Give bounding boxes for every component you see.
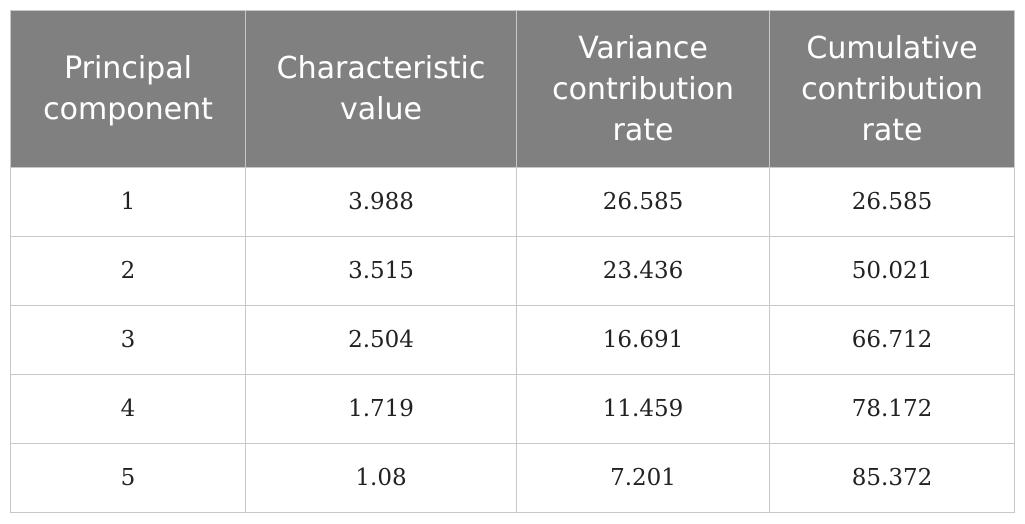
cell-cumulative-contribution-rate: 66.712 xyxy=(769,305,1015,375)
principal-component-table: Principal component Characteristic value… xyxy=(10,10,1015,513)
cell-variance-contribution-rate: 11.459 xyxy=(516,374,770,444)
cell-principal-component: 1 xyxy=(10,167,246,237)
cell-variance-contribution-rate: 26.585 xyxy=(516,167,770,237)
table-container: Principal component Characteristic value… xyxy=(10,10,1015,514)
cell-cumulative-contribution-rate: 26.585 xyxy=(769,167,1015,237)
cell-cumulative-contribution-rate: 78.172 xyxy=(769,374,1015,444)
table-row: 5 1.08 7.201 85.372 xyxy=(10,443,1015,513)
cell-characteristic-value: 3.515 xyxy=(245,236,517,306)
header-principal-component: Principal component xyxy=(10,10,246,168)
cell-principal-component: 2 xyxy=(10,236,246,306)
header-row: Principal component Characteristic value… xyxy=(10,10,1015,168)
cell-principal-component: 4 xyxy=(10,374,246,444)
cell-principal-component: 3 xyxy=(10,305,246,375)
cell-principal-component: 5 xyxy=(10,443,246,513)
table-body: 1 3.988 26.585 26.585 2 3.515 23.436 50.… xyxy=(10,167,1015,513)
table-row: 2 3.515 23.436 50.021 xyxy=(10,236,1015,306)
cell-characteristic-value: 2.504 xyxy=(245,305,517,375)
cell-characteristic-value: 1.08 xyxy=(245,443,517,513)
header-characteristic-value: Characteristic value xyxy=(245,10,517,168)
cell-characteristic-value: 3.988 xyxy=(245,167,517,237)
table-row: 4 1.719 11.459 78.172 xyxy=(10,374,1015,444)
header-cumulative-contribution-rate: Cumulative contribution rate xyxy=(769,10,1015,168)
cell-variance-contribution-rate: 23.436 xyxy=(516,236,770,306)
cell-characteristic-value: 1.719 xyxy=(245,374,517,444)
table-row: 3 2.504 16.691 66.712 xyxy=(10,305,1015,375)
cell-cumulative-contribution-rate: 50.021 xyxy=(769,236,1015,306)
table-header: Principal component Characteristic value… xyxy=(10,10,1015,168)
cell-cumulative-contribution-rate: 85.372 xyxy=(769,443,1015,513)
table-row: 1 3.988 26.585 26.585 xyxy=(10,167,1015,237)
cell-variance-contribution-rate: 16.691 xyxy=(516,305,770,375)
cell-variance-contribution-rate: 7.201 xyxy=(516,443,770,513)
header-variance-contribution-rate: Variance contribution rate xyxy=(516,10,770,168)
